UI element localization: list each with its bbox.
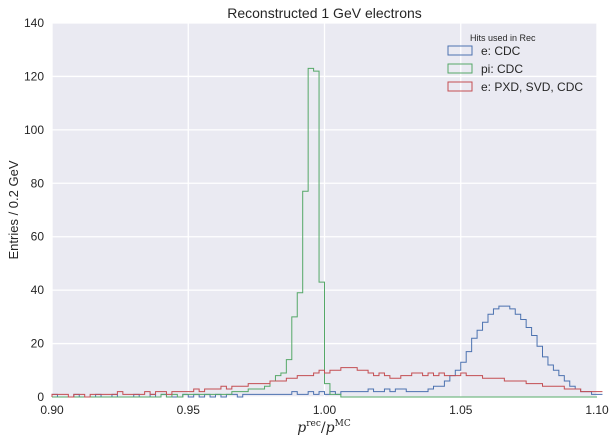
series-layer [51, 67, 603, 398]
x-tick-label: 1.05 [449, 403, 473, 417]
x-tick-label: 1.10 [585, 403, 609, 417]
series-line-e-pxd-svd-cdc [51, 367, 603, 398]
y-tick-label: 100 [24, 123, 44, 137]
x-tick-label: 1.00 [313, 403, 337, 417]
x-axis-label-p2: p [326, 420, 335, 436]
y-tick-label: 40 [31, 283, 45, 297]
grid-lines [51, 22, 598, 398]
y-tick-label: 20 [31, 337, 45, 351]
y-tick-label: 140 [24, 16, 44, 30]
y-axis-label: Entries / 0.2 GeV [6, 160, 21, 259]
chart-title: Reconstructed 1 GeV electrons [227, 5, 422, 21]
legend-swatch-e-cdc [447, 45, 473, 56]
x-axis-label-sup1: rec [306, 419, 321, 429]
legend-label-pi-cdc: pi: CDC [481, 62, 523, 76]
x-axis-label: prec/pMC [297, 419, 351, 436]
y-axis-ticks: 0 20 40 60 80 100 120 140 [24, 16, 44, 404]
y-tick-label: 80 [31, 176, 45, 190]
legend-label-e-pxd-svd-cdc: e: PXD, SVD, CDC [481, 80, 583, 94]
x-axis-label-sep: / [321, 420, 326, 436]
x-axis-label-sup2: MC [335, 419, 351, 429]
x-axis-label-p1: p [297, 420, 306, 436]
y-tick-label: 60 [31, 230, 45, 244]
legend-title: Hits used in Rec [470, 33, 536, 43]
x-tick-label: 0.90 [40, 403, 64, 417]
series-line-pi-cdc [52, 67, 597, 398]
legend-swatch-e-pxd-svd-cdc [447, 81, 473, 92]
legend: Hits used in Rec e: CDC pi: CDC e: PXD, SV… [447, 33, 583, 94]
y-tick-label: 120 [24, 69, 44, 83]
legend-items: e: CDC pi: CDC e: PXD, SVD, CDC [447, 44, 583, 94]
x-axis-ticks: 0.90 0.95 1.00 1.05 1.10 [40, 403, 609, 417]
legend-swatch-pi-cdc [447, 63, 473, 74]
legend-label-e-cdc: e: CDC [481, 44, 521, 58]
x-tick-label: 0.95 [177, 403, 201, 417]
y-tick-label: 0 [37, 390, 44, 404]
